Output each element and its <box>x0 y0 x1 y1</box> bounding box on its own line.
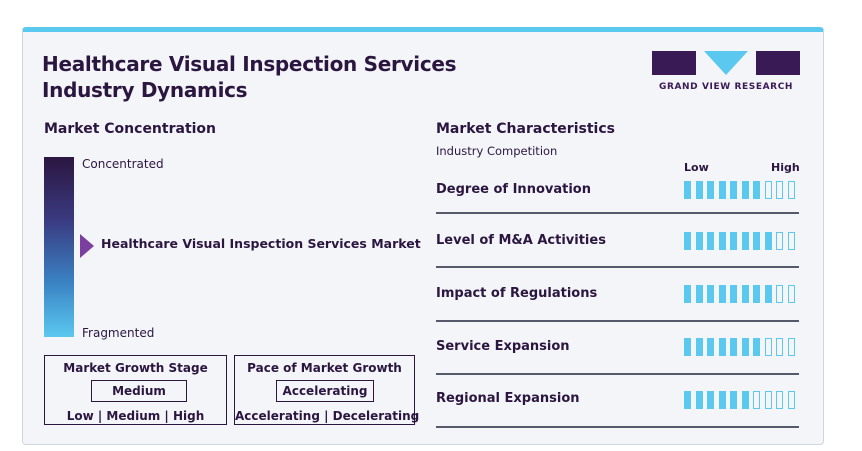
pace-of-growth-box: Pace of Market Growth Accelerating Accel… <box>234 355 420 425</box>
row-divider <box>436 373 799 375</box>
concentrated-label: Concentrated <box>82 157 164 171</box>
logo-block-right <box>756 51 800 75</box>
level-segment-filled <box>718 232 726 250</box>
level-segment-filled <box>718 181 726 199</box>
market-concentration-heading: Market Concentration <box>44 121 217 137</box>
grand-view-research-logo: GRAND VIEW RESEARCH <box>652 51 800 92</box>
level-segment-empty <box>764 338 772 356</box>
level-segment-filled <box>753 181 760 199</box>
level-segment-filled <box>730 232 737 250</box>
characteristic-label: Level of M&A Activities <box>436 233 606 248</box>
logo-text: GRAND VIEW RESEARCH <box>658 82 794 92</box>
level-segment-filled <box>764 285 772 303</box>
market-marker-label: Healthcare Visual Inspection Services Ma… <box>101 236 421 251</box>
scale-low-label: Low <box>684 161 709 174</box>
level-segment-filled <box>730 285 737 303</box>
level-segment-empty <box>787 181 795 199</box>
title-line-2: Industry Dynamics <box>42 78 248 102</box>
level-segment-filled <box>741 285 749 303</box>
level-segment-empty <box>787 285 795 303</box>
level-segment-empty <box>753 391 760 409</box>
level-segment-filled <box>684 338 691 356</box>
growth-stage-title: Market Growth Stage <box>63 361 208 375</box>
level-segment-filled <box>695 232 703 250</box>
level-segment-filled <box>753 285 760 303</box>
level-segment-filled <box>730 338 737 356</box>
level-segment-empty <box>764 391 772 409</box>
level-segment-filled <box>718 391 726 409</box>
growth-stage-options: Low | Medium | High <box>66 409 205 423</box>
logo-chevron-icon <box>704 51 748 75</box>
level-segment-empty <box>776 181 783 199</box>
level-segment-filled <box>684 232 691 250</box>
level-segment-filled <box>707 232 714 250</box>
row-divider <box>436 426 799 428</box>
level-segment-filled <box>707 391 714 409</box>
level-segment-empty <box>776 232 783 250</box>
concentration-gradient-bar <box>44 157 74 337</box>
logo-block-left <box>652 51 696 75</box>
growth-stage-value: Medium <box>91 380 187 402</box>
level-segment-filled <box>695 391 703 409</box>
characteristic-label: Regional Expansion <box>436 391 580 406</box>
row-divider <box>436 212 799 214</box>
row-divider <box>436 320 799 322</box>
level-segment-filled <box>718 338 726 356</box>
level-segment-empty <box>776 391 783 409</box>
level-segment-filled <box>695 285 703 303</box>
level-segment-empty <box>787 338 795 356</box>
level-segment-filled <box>741 232 749 250</box>
level-segment-filled <box>695 338 703 356</box>
row-divider <box>436 266 799 268</box>
level-segment-filled <box>707 181 714 199</box>
level-segment-filled <box>753 232 760 250</box>
level-segment-empty <box>776 338 783 356</box>
level-segment-empty <box>776 285 783 303</box>
market-characteristics-heading: Market Characteristics <box>436 121 615 137</box>
characteristic-label: Service Expansion <box>436 339 570 354</box>
level-segment-filled <box>707 338 714 356</box>
level-segment-filled <box>753 338 760 356</box>
level-segment-empty <box>787 391 795 409</box>
level-segment-filled <box>730 181 737 199</box>
level-segment-filled <box>684 181 691 199</box>
level-segment-filled <box>741 391 749 409</box>
level-segment-filled <box>730 391 737 409</box>
level-segment-empty <box>787 232 795 250</box>
industry-competition-label: Industry Competition <box>436 144 558 158</box>
characteristic-level-meter <box>684 285 804 305</box>
characteristic-level-meter <box>684 391 804 411</box>
pace-of-growth-title: Pace of Market Growth <box>247 361 402 375</box>
level-segment-filled <box>707 285 714 303</box>
title-line-1: Healthcare Visual Inspection Services <box>42 52 457 76</box>
level-segment-filled <box>684 391 691 409</box>
characteristic-level-meter <box>684 232 804 252</box>
level-segment-filled <box>695 181 703 199</box>
market-marker-arrow-icon <box>80 234 94 258</box>
level-segment-filled <box>741 338 749 356</box>
market-growth-stage-box: Market Growth Stage Medium Low | Medium … <box>44 355 227 425</box>
characteristic-level-meter <box>684 338 804 358</box>
scale-high-label: High <box>771 161 800 174</box>
characteristic-label: Degree of Innovation <box>436 182 591 197</box>
level-segment-filled <box>741 181 749 199</box>
page-title: Healthcare Visual Inspection Services In… <box>42 51 457 103</box>
pace-of-growth-options: Accelerating | Decelerating <box>235 409 420 423</box>
level-segment-filled <box>718 285 726 303</box>
level-segment-filled <box>684 285 691 303</box>
fragmented-label: Fragmented <box>82 326 155 340</box>
pace-of-growth-value: Accelerating <box>276 380 374 402</box>
level-segment-filled <box>764 232 772 250</box>
level-segment-empty <box>764 181 772 199</box>
characteristic-label: Impact of Regulations <box>436 286 598 301</box>
characteristic-level-meter <box>684 181 804 201</box>
